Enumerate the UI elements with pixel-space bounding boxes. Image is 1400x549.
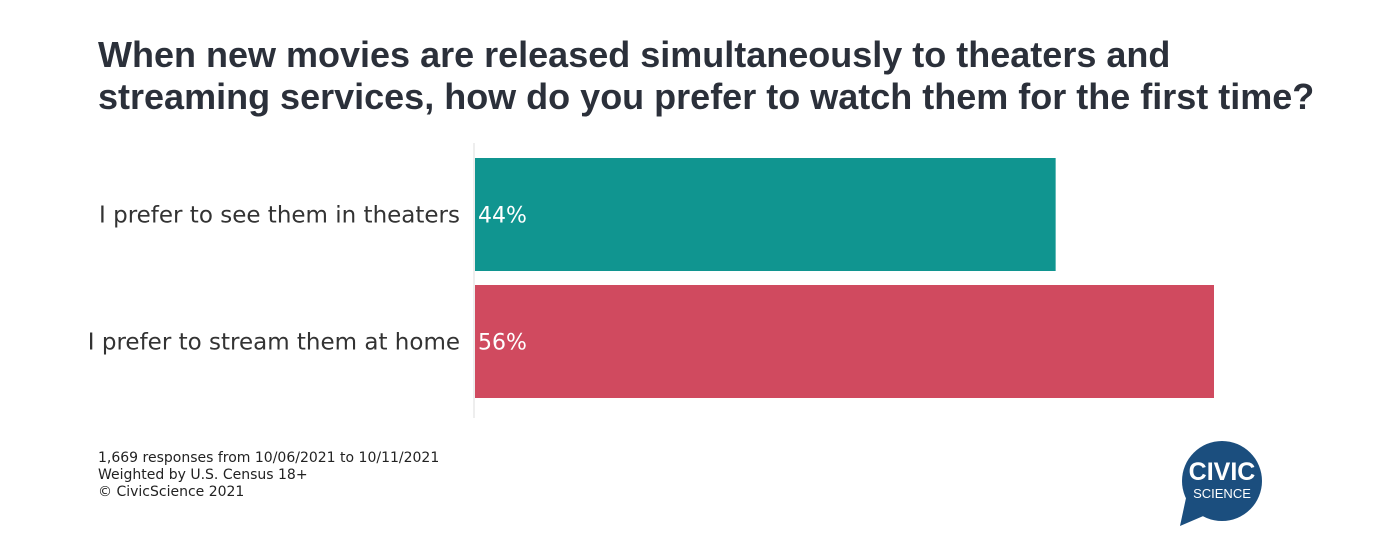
category-label-0: I prefer to see them in theaters: [99, 203, 460, 229]
logo-text-science: SCIENCE: [1193, 486, 1251, 501]
category-label-1: I prefer to stream them at home: [88, 330, 460, 356]
value-label-1: 56%: [478, 331, 527, 356]
bar-0: [475, 158, 1056, 271]
logo-speech-bubble: [1182, 441, 1262, 521]
footnote-weighting: Weighted by U.S. Census 18+: [98, 467, 308, 483]
logo-text-civic: CIVIC: [1189, 458, 1256, 486]
footnote-responses: 1,669 responses from 10/06/2021 to 10/11…: [98, 450, 440, 466]
civicscience-logo: CIVIC SCIENCE: [1180, 441, 1262, 526]
bars-group: I prefer to see them in theaters 44% I pre…: [88, 158, 1214, 398]
bar-chart: I prefer to see them in theaters 44% I pre…: [88, 143, 1214, 418]
footnote: 1,669 responses from 10/06/2021 to 10/11…: [98, 450, 439, 501]
value-label-0: 44%: [478, 204, 527, 229]
bar-1: [475, 285, 1214, 398]
logo-bubble-tail: [1180, 498, 1208, 526]
footnote-copyright: © CivicScience 2021: [98, 484, 245, 500]
chart-title: When new movies are released simultaneou…: [98, 34, 1315, 117]
